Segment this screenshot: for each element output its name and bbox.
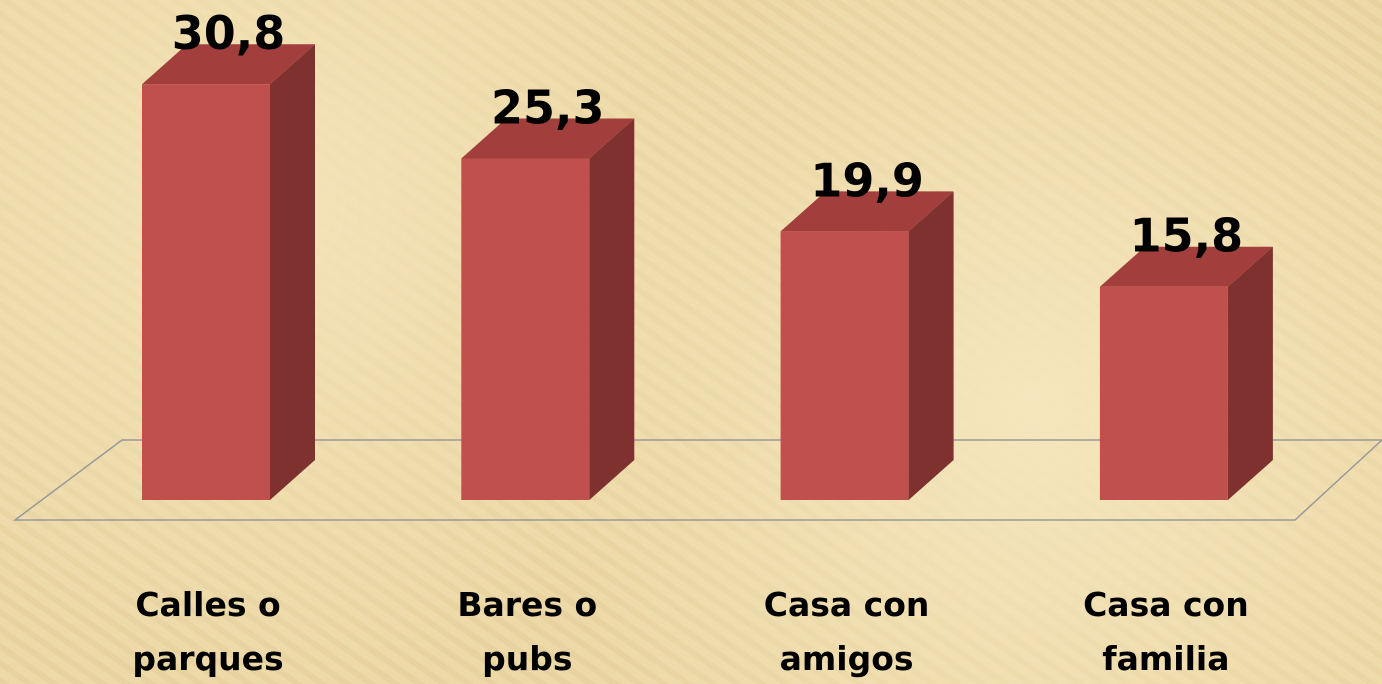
- value-label: 19,9: [810, 153, 924, 207]
- category-label: Casa con amigos: [763, 585, 930, 678]
- bar: [1099, 246, 1273, 500]
- bar-top: [1099, 246, 1273, 287]
- category-label: Calles o parques: [132, 585, 284, 678]
- bar-front: [142, 84, 270, 500]
- bar-front: [780, 231, 909, 500]
- bar-front: [1099, 286, 1228, 500]
- value-label: 25,3: [491, 80, 605, 134]
- bar: [780, 191, 954, 500]
- bar-top: [780, 191, 954, 232]
- bar-side: [270, 44, 315, 500]
- bar-side: [1227, 246, 1273, 500]
- bar-front: [461, 158, 590, 500]
- category-label: Casa con familia: [1083, 585, 1249, 678]
- value-label: 30,8: [172, 6, 286, 60]
- category-label: Bares o pubs: [457, 585, 598, 678]
- bar-side: [589, 118, 635, 500]
- bar: [142, 44, 315, 500]
- bar: [461, 118, 635, 500]
- bar-side: [908, 191, 954, 500]
- floor: [12, 439, 1382, 521]
- bar-top: [461, 118, 635, 159]
- bar-top: [142, 44, 315, 85]
- value-label: 15,8: [1130, 209, 1244, 263]
